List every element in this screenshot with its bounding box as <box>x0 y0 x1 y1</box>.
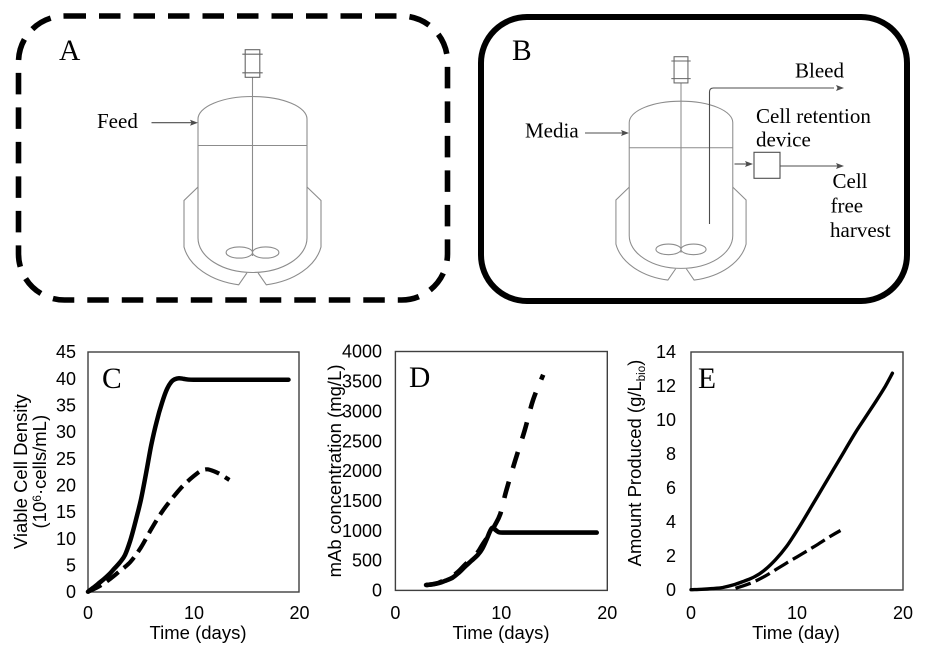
svg-text:3000: 3000 <box>342 401 382 421</box>
svg-text:Cell: Cell <box>833 169 868 193</box>
svg-text:20: 20 <box>597 603 617 623</box>
svg-text:0: 0 <box>666 580 676 600</box>
svg-text:30: 30 <box>56 422 76 442</box>
svg-text:0: 0 <box>372 581 382 601</box>
svg-text:free: free <box>831 194 864 218</box>
svg-text:12: 12 <box>656 376 676 396</box>
svg-text:device: device <box>756 128 811 152</box>
svg-text:35: 35 <box>56 396 76 416</box>
svg-text:4000: 4000 <box>342 342 382 362</box>
svg-text:C: C <box>102 363 122 395</box>
svg-text:8: 8 <box>666 444 676 464</box>
svg-text:3500: 3500 <box>342 372 382 392</box>
svg-text:Bleed: Bleed <box>795 58 844 82</box>
svg-text:5: 5 <box>66 556 76 576</box>
svg-text:10: 10 <box>56 529 76 549</box>
svg-text:harvest: harvest <box>830 218 891 242</box>
svg-text:Amount Produced (g/Lbio): Amount Produced (g/Lbio) <box>624 360 648 567</box>
svg-text:Feed: Feed <box>97 109 138 133</box>
svg-text:Cell retention: Cell retention <box>756 104 871 128</box>
svg-text:40: 40 <box>56 369 76 389</box>
svg-text:2000: 2000 <box>342 461 382 481</box>
svg-text:500: 500 <box>352 551 382 571</box>
svg-text:6: 6 <box>666 478 676 498</box>
svg-text:10: 10 <box>184 603 204 623</box>
svg-text:0: 0 <box>66 582 76 602</box>
svg-text:mAb concentration (mg/L): mAb concentration (mg/L) <box>324 364 345 577</box>
svg-text:10: 10 <box>491 603 511 623</box>
svg-text:25: 25 <box>56 449 76 469</box>
svg-text:D: D <box>409 362 430 394</box>
svg-text:10: 10 <box>656 410 676 430</box>
svg-text:10: 10 <box>787 603 807 623</box>
svg-text:Media: Media <box>525 119 579 143</box>
svg-text:2: 2 <box>666 546 676 566</box>
svg-text:Time (day): Time (day) <box>752 622 840 643</box>
svg-text:45: 45 <box>56 342 76 362</box>
svg-text:20: 20 <box>893 603 913 623</box>
svg-text:1000: 1000 <box>342 521 382 541</box>
svg-text:20: 20 <box>56 476 76 496</box>
svg-text:Viable Cell Density: Viable Cell Density <box>10 393 31 549</box>
svg-text:0: 0 <box>390 603 400 623</box>
svg-text:A: A <box>59 35 81 67</box>
svg-text:14: 14 <box>656 342 676 362</box>
svg-text:4: 4 <box>666 512 676 532</box>
svg-text:0: 0 <box>83 603 93 623</box>
svg-text:B: B <box>512 35 532 67</box>
svg-text:E: E <box>698 363 716 395</box>
svg-text:15: 15 <box>56 502 76 522</box>
svg-text:(106·cells/mL): (106·cells/mL) <box>29 415 50 529</box>
svg-text:Time (days): Time (days) <box>150 622 247 643</box>
svg-text:Time (days): Time (days) <box>453 622 550 643</box>
svg-text:2500: 2500 <box>342 431 382 451</box>
svg-text:20: 20 <box>289 603 309 623</box>
svg-text:1500: 1500 <box>342 491 382 511</box>
svg-text:0: 0 <box>686 603 696 623</box>
